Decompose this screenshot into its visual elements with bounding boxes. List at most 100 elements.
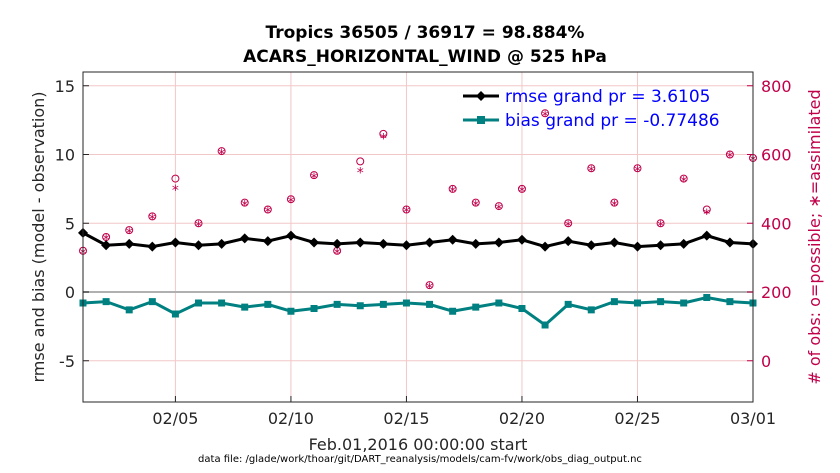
- obs-assimilated-point: *: [241, 198, 248, 214]
- y-tick-label: -5: [59, 352, 75, 371]
- obs-possible-point: [263, 205, 272, 214]
- obs-possible-point: [240, 198, 249, 207]
- obs-possible-point: [471, 198, 480, 207]
- rmse-point: [724, 237, 735, 248]
- obs-assimilated-point: *: [357, 166, 364, 182]
- obs-possible-point: [310, 171, 319, 180]
- obs-possible-point: [564, 219, 573, 228]
- obs-possible-point: [725, 150, 734, 159]
- obs-assimilated-point: *: [565, 219, 572, 235]
- rmse-point: [216, 238, 227, 249]
- rmse-point: [424, 237, 435, 248]
- bias-point: [587, 306, 595, 314]
- obs-possible-point: [379, 129, 388, 138]
- obs-possible-point: [587, 164, 596, 173]
- legend-rmse-label: rmse grand pr = 3.6105: [505, 87, 710, 107]
- obs-possible-point: [171, 174, 180, 183]
- rmse-point: [239, 233, 250, 244]
- rmse-point: [262, 236, 273, 247]
- y-axis-label: rmse and bias (model - observation): [29, 91, 48, 382]
- bias-point: [541, 321, 549, 329]
- rmse-point: [632, 241, 643, 252]
- rmse-point: [655, 240, 666, 251]
- bias-point: [703, 294, 711, 301]
- obs-assimilated-point: *: [126, 226, 133, 242]
- bias-point: [633, 299, 641, 307]
- rmse-point: [516, 234, 527, 245]
- legend-bias-marker: [477, 116, 485, 124]
- obs-assimilated-point: *: [611, 198, 618, 214]
- bias-point: [218, 299, 226, 307]
- rmse-point: [309, 237, 320, 248]
- obs-assimilated-point: *: [634, 164, 641, 180]
- x-axis-label: Feb.01,2016 00:00:00 start: [309, 435, 528, 454]
- obs-possible-point: [402, 205, 411, 214]
- obs-assimilated-point: *: [264, 205, 271, 221]
- obs-assimilated-point: *: [311, 171, 318, 187]
- legend: rmse grand pr = 3.6105 bias grand pr = -…: [463, 87, 720, 131]
- y-tick-label: 10: [55, 146, 75, 165]
- series-lines: [78, 227, 758, 329]
- obs-assimilated-point: *: [726, 150, 733, 166]
- bias-point: [333, 300, 341, 308]
- bias-point: [657, 298, 665, 306]
- bias-point: [402, 299, 410, 307]
- legend-bias-label: bias grand pr = -0.77486: [505, 111, 720, 131]
- plot-area-frame: [82, 71, 754, 403]
- obs-possible-point: [633, 164, 642, 173]
- legend-rmse-marker: [476, 91, 486, 101]
- y-axis-right-ticks: 0 200 400 600 800: [747, 77, 792, 371]
- rmse-point: [193, 240, 204, 251]
- x-axis-ticks: 02/05 02/10 02/15 02/20 02/25 03/01: [152, 396, 776, 428]
- chart-title-line2: ACARS_HORIZONTAL_WIND @ 525 hPa: [243, 47, 607, 67]
- obs-possible-point: [148, 212, 157, 221]
- obs-assimilated-point: *: [495, 202, 502, 218]
- rmse-point: [285, 230, 296, 241]
- rmse-point: [332, 238, 343, 249]
- obs-assimilated-point: *: [680, 174, 687, 190]
- bias-point: [171, 310, 179, 318]
- obs-assimilated-point: *: [542, 109, 549, 125]
- obs-possible-point: [656, 219, 665, 228]
- bias-point: [264, 300, 272, 308]
- rmse-point: [586, 240, 597, 251]
- bias-point: [310, 305, 318, 312]
- bias-point: [726, 298, 734, 306]
- y-axis-ticks: -5 0 5 10 15: [55, 77, 89, 371]
- rmse-point: [678, 238, 689, 249]
- bias-point: [426, 300, 434, 308]
- bias-point: [680, 299, 688, 307]
- rmse-point: [124, 238, 135, 249]
- y-axis-right-label: # of obs: o=possible; ∗=assimilated: [805, 89, 824, 384]
- obs-possible-point: [286, 195, 295, 204]
- x-tick-label: 02/20: [499, 409, 545, 428]
- bias-point: [610, 298, 618, 306]
- obs-possible-point: [517, 184, 526, 193]
- obs-assimilated-point: *: [334, 246, 341, 262]
- obs-assimilated-point: *: [472, 198, 479, 214]
- bias-point: [518, 305, 526, 312]
- bias-point: [102, 298, 110, 306]
- obs-assimilated-point: *: [449, 185, 456, 201]
- x-tick-label: 02/05: [152, 409, 198, 428]
- rmse-point: [447, 234, 458, 245]
- obs-possible-point: [194, 219, 203, 228]
- x-tick-label: 02/25: [614, 409, 660, 428]
- rmse-point: [147, 241, 158, 252]
- bias-point: [241, 303, 249, 311]
- obs-assimilated-point: *: [218, 147, 225, 163]
- obs-assimilated-point: *: [195, 219, 202, 235]
- rmse-point: [493, 237, 504, 248]
- bias-line: [82, 295, 754, 327]
- obs-assimilated-point: *: [518, 185, 525, 201]
- bias-point: [356, 302, 364, 310]
- obs-assimilated-point: *: [287, 195, 294, 211]
- obs-assimilated-point: *: [426, 281, 433, 297]
- y-right-tick-label: 0: [761, 352, 771, 371]
- rmse-point: [701, 230, 712, 241]
- obs-assimilated-point: *: [703, 207, 710, 223]
- obs-possible-point: [702, 205, 711, 214]
- obs-assimilated-point: *: [588, 164, 595, 180]
- chart-title-line1: Tropics 36505 / 36917 = 98.884%: [266, 23, 585, 43]
